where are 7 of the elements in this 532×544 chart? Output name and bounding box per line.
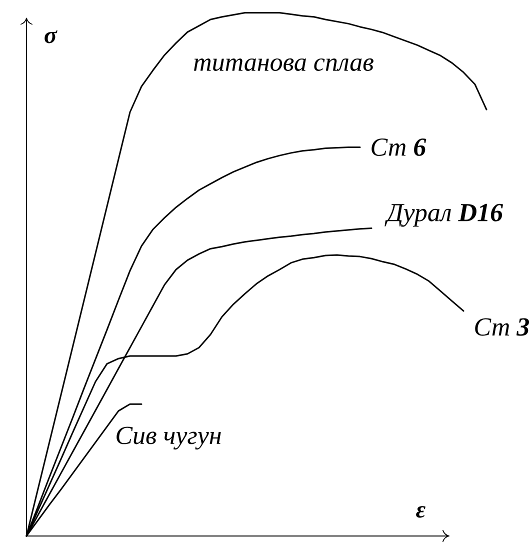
y-axis-title: σ <box>44 30 58 44</box>
series-label: Ст 6 <box>371 138 426 156</box>
series-label: титанова сплав <box>194 58 374 71</box>
series-label: Ст 3 <box>474 318 529 336</box>
x-axis-title: ε <box>416 506 426 518</box>
series-label: Сив чугун <box>116 426 221 450</box>
series-label: Дурал D16 <box>384 204 503 227</box>
